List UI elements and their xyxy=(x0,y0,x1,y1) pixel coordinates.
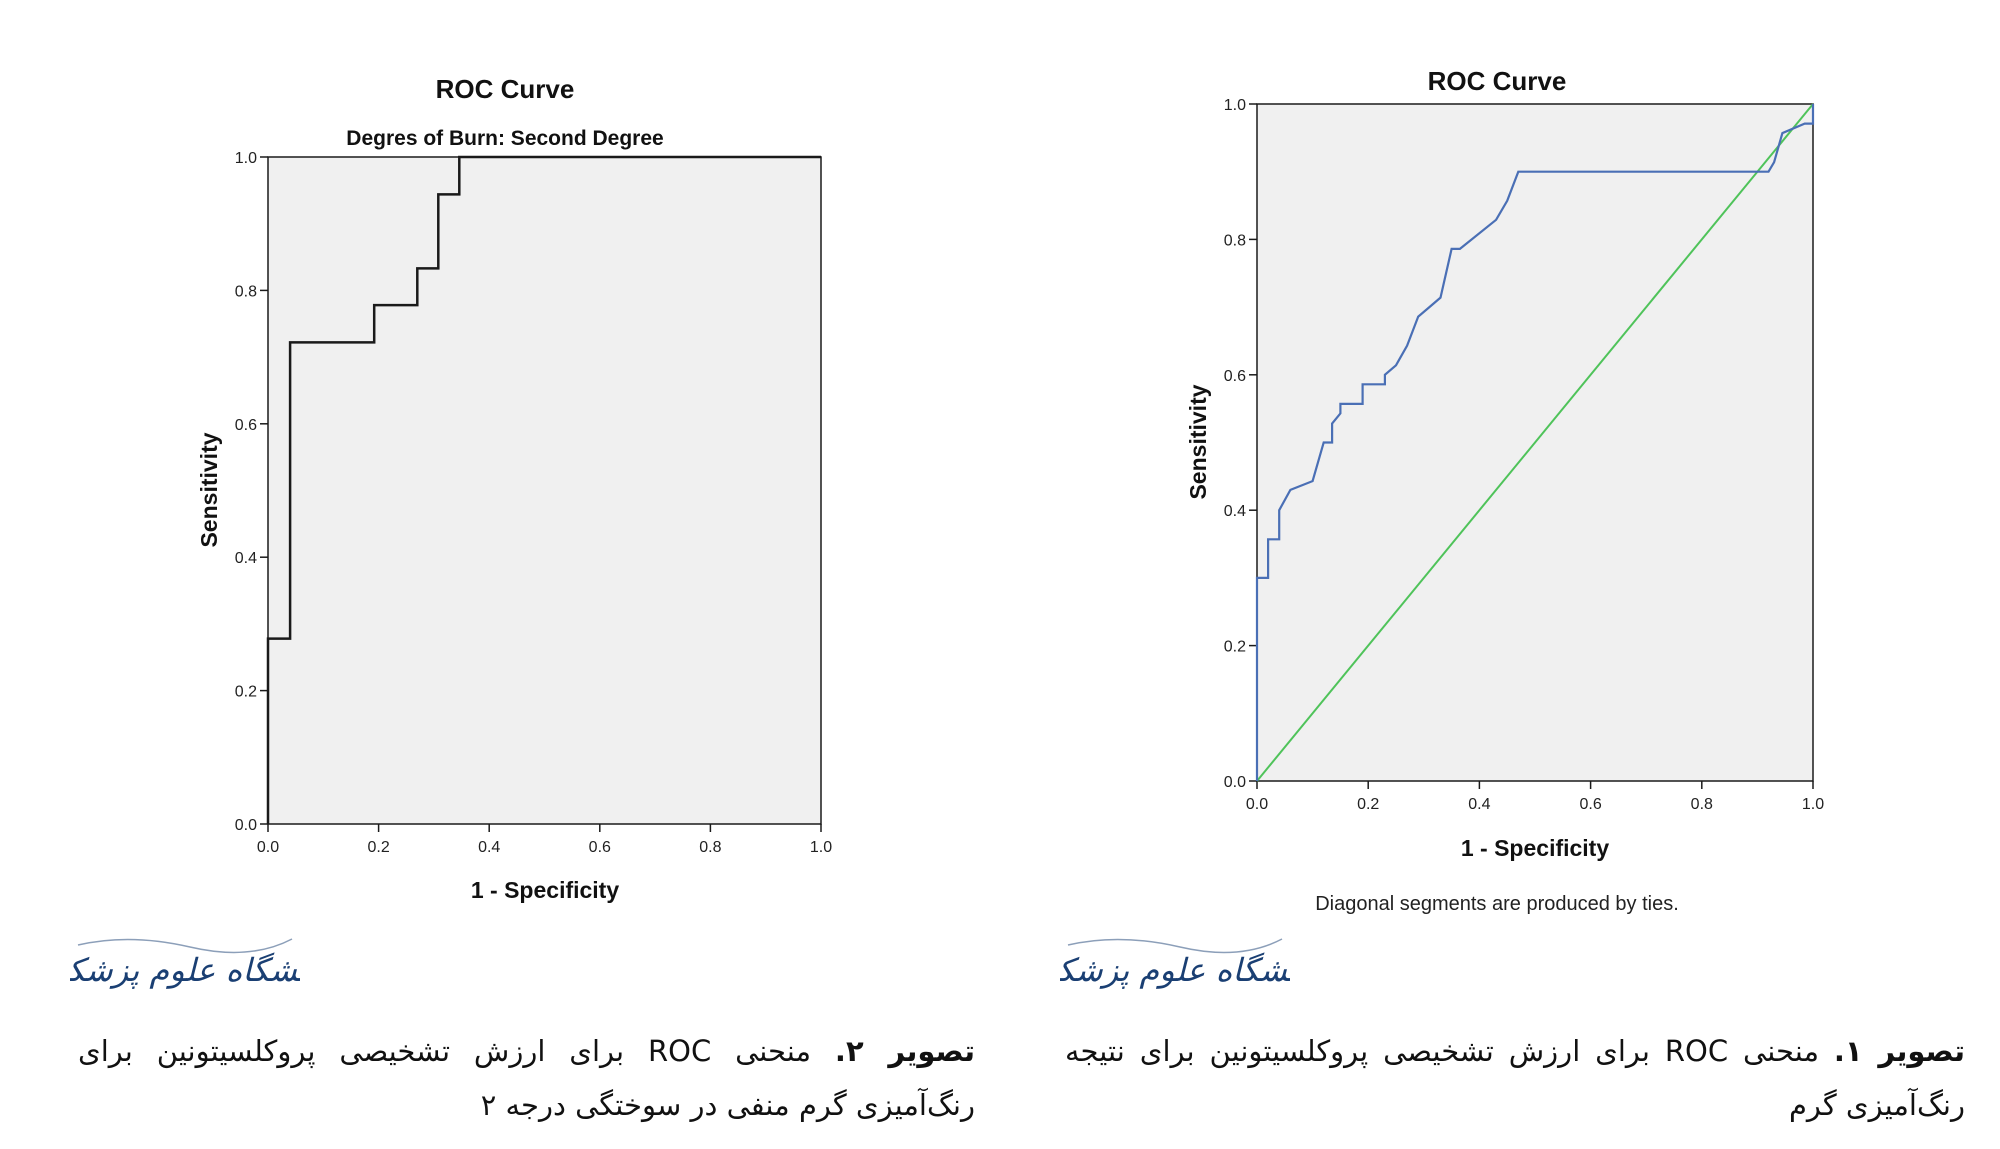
y-tick-label: 0.0 xyxy=(235,817,257,834)
x-tick-label: 0.6 xyxy=(1579,796,1601,813)
x-tick-label: 0.6 xyxy=(589,839,611,856)
y-tick-label: 0.0 xyxy=(1224,774,1246,791)
x-axis-label: 1 - Specificity xyxy=(471,877,619,903)
x-tick-label: 0.4 xyxy=(478,839,500,856)
y-tick-label: 0.8 xyxy=(235,283,257,300)
y-tick-label: 0.2 xyxy=(1224,639,1246,656)
chart-subtitle: Degres of Burn: Second Degree xyxy=(346,127,663,150)
roc-chart-gram-stain: ROC Curve 0.0 0.2 0.4 0.6 0.8 1.0 0.0 0.2 0.4 0.6… xyxy=(1185,66,1824,915)
reference-diagonal-line xyxy=(1256,103,1814,782)
x-tick-label: 0.2 xyxy=(1357,796,1379,813)
roc-chart-second-degree: ROC Curve Degres of Burn: Second Degree … xyxy=(196,74,832,903)
x-tick-label: 1.0 xyxy=(810,839,832,856)
x-tick-label: 0.2 xyxy=(367,839,389,856)
y-tick-label: 0.6 xyxy=(1224,368,1246,385)
caption-label: تصویر ۲. xyxy=(834,1034,975,1068)
x-tick-label: 0.8 xyxy=(1691,796,1713,813)
chart-footnote: Diagonal segments are produced by ties. xyxy=(1315,893,1679,915)
y-tick-label: 0.2 xyxy=(235,684,257,701)
x-axis-label: 1 - Specificity xyxy=(1461,835,1609,861)
y-axis-label: Sensitivity xyxy=(1185,384,1211,499)
chart-title: ROC Curve xyxy=(1428,66,1567,96)
y-tick-label: 0.4 xyxy=(1224,503,1246,520)
roc-curve-line xyxy=(1255,104,1815,781)
x-tick-label: 0.0 xyxy=(257,839,279,856)
y-tick-label: 1.0 xyxy=(235,150,257,167)
caption-text: منحنی ROC برای ارزش تشخیصی پروکلسیتونین … xyxy=(78,1034,975,1122)
journal-logo: مجله دانشگاه علوم پزشکی گیلان xyxy=(70,938,300,989)
y-tick-label: 0.8 xyxy=(1224,232,1246,249)
figure-caption-1: تصویر ۱. منحنی ROC برای ارزش تشخیصی پروک… xyxy=(1065,1024,1965,1132)
y-tick-label: 0.4 xyxy=(235,550,257,567)
x-tick-label: 0.4 xyxy=(1468,796,1490,813)
y-tick-label: 0.6 xyxy=(235,417,257,434)
caption-text: منحنی ROC برای ارزش تشخیصی پروکلسیتونین … xyxy=(1065,1034,1965,1122)
x-tick-label: 1.0 xyxy=(1802,796,1824,813)
caption-label: تصویر ۱. xyxy=(1833,1034,1965,1068)
svg-text:مجله دانشگاه علوم پزشکی گیلان: مجله دانشگاه علوم پزشکی گیلان xyxy=(70,951,300,989)
y-tick-label: 1.0 xyxy=(1224,97,1246,114)
roc-curve-line xyxy=(266,155,821,824)
x-tick-label: 0.8 xyxy=(699,839,721,856)
x-tick-label: 0.0 xyxy=(1246,796,1268,813)
chart-title: ROC Curve xyxy=(436,74,575,104)
figure-caption-2: تصویر ۲. منحنی ROC برای ارزش تشخیصی پروک… xyxy=(78,1024,975,1132)
svg-text:مجله دانشگاه علوم پزشکی گیلان: مجله دانشگاه علوم پزشکی گیلان xyxy=(1060,951,1290,989)
journal-logo: مجله دانشگاه علوم پزشکی گیلان xyxy=(1060,938,1290,989)
plot-area xyxy=(267,156,822,825)
y-axis-label: Sensitivity xyxy=(196,432,222,547)
